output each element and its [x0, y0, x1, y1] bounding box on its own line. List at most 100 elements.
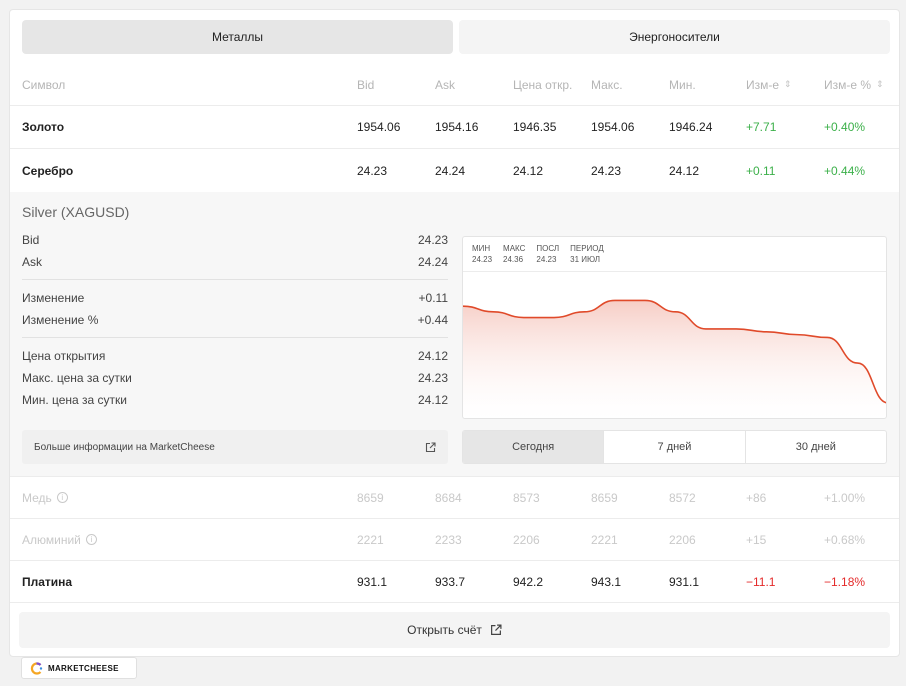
col-change-pct[interactable]: Изм-е % ⇕ — [824, 64, 884, 105]
symbol-name: Золото — [22, 120, 65, 134]
kv-value: 24.12 — [417, 393, 448, 407]
table-row[interactable]: Алюминий i 2221 2233 2206 2221 2206 +15 +… — [10, 519, 899, 561]
ask-value: 2233 — [435, 532, 462, 547]
price-chart: МИН 24.23 МАКС 24.36 ПОСЛ 24.23 ПЕРИОД 31 ИЮ… — [462, 236, 887, 419]
chart-stats: МИН 24.23 МАКС 24.36 ПОСЛ 24.23 ПЕРИОД 31 ИЮ… — [472, 243, 604, 265]
tab-energy[interactable]: Энергоносители — [459, 20, 890, 54]
category-tabs: Металлы Энергоносители — [22, 20, 890, 54]
stat-label: ПЕРИОД — [570, 244, 604, 253]
col-symbol: Символ — [22, 77, 66, 92]
kv-ask: Ask 24.24 — [22, 252, 448, 272]
quotes-widget: Металлы Энергоносители Символ Bid Ask Це… — [9, 9, 900, 657]
stat-period: ПЕРИОД 31 ИЮЛ — [570, 243, 604, 265]
kv-value: 24.23 — [417, 371, 448, 385]
col-change-pct-label: Изм-е % — [824, 77, 872, 92]
max-value: 8659 — [591, 490, 618, 505]
open-account-label: Открыть счёт — [407, 623, 482, 637]
info-icon[interactable]: i — [56, 492, 68, 503]
bid-value: 2221 — [357, 532, 384, 547]
kv-value: 24.12 — [417, 349, 448, 363]
col-change[interactable]: Изм-е ⇕ — [746, 64, 792, 105]
logo-text: MARKETCHEESE — [48, 663, 119, 673]
divider — [22, 337, 448, 338]
table-row[interactable]: Медь i 8659 8684 8573 8659 8572 +86 +1.00… — [10, 476, 899, 519]
kv-value: +0.11 — [418, 291, 448, 305]
kv-change-pct: Изменение % +0.44 — [22, 310, 448, 330]
symbol-name: Алюминий — [22, 532, 81, 547]
table-row[interactable]: Золото 1954.06 1954.16 1946.35 1954.06 1… — [10, 106, 899, 149]
kv-label: Цена открытия — [22, 349, 106, 363]
kv-change: Изменение +0.11 — [22, 288, 448, 308]
max-value: 24.23 — [591, 163, 622, 178]
kv-value: +0.44 — [417, 313, 448, 327]
kv-bid: Bid 24.23 — [22, 230, 448, 250]
divider — [463, 271, 886, 272]
stat-value: 31 ИЮЛ — [570, 255, 600, 264]
ask-value: 24.24 — [435, 163, 466, 178]
col-ask: Ask — [435, 77, 456, 92]
detail-title: Silver (XAGUSD) — [22, 204, 130, 220]
change-value: +0.11 — [746, 163, 776, 178]
kv-label: Ask — [22, 255, 43, 269]
kv-open: Цена открытия 24.12 — [22, 346, 448, 366]
open-account-button[interactable]: Открыть счёт — [19, 612, 890, 648]
more-info-label: Больше информации на MarketCheese — [34, 441, 215, 453]
bid-value: 931.1 — [357, 574, 388, 589]
kv-value: 24.24 — [417, 255, 448, 269]
sort-icon[interactable]: ⇕ — [784, 79, 792, 89]
open-value: 2206 — [513, 532, 540, 547]
info-icon[interactable]: i — [85, 534, 97, 545]
kv-label: Мин. цена за сутки — [22, 393, 127, 407]
stat-label: ПОСЛ — [536, 244, 560, 253]
kv-label: Изменение — [22, 291, 85, 305]
kv-day-max: Макс. цена за сутки 24.23 — [22, 368, 448, 388]
ask-value: 1954.16 — [435, 120, 479, 134]
stat-max: МАКС 24.36 — [503, 243, 525, 265]
open-value: 8573 — [513, 490, 540, 505]
min-value: 2206 — [669, 532, 696, 547]
detail-panel: Silver (XAGUSD) Bid 24.23 Ask 24.24 Измене… — [10, 192, 899, 476]
more-info-link[interactable]: Больше информации на MarketCheese — [22, 430, 448, 464]
ask-value: 933.7 — [435, 574, 466, 589]
symbol-name: Серебро — [22, 163, 74, 178]
ask-value: 8684 — [435, 490, 462, 505]
period-today[interactable]: Сегодня — [463, 431, 605, 463]
symbol-cell: Алюминий i — [22, 519, 97, 560]
stat-value: 24.23 — [536, 255, 557, 264]
col-bid: Bid — [357, 77, 375, 92]
kv-value: 24.23 — [417, 233, 448, 247]
stat-value: 24.23 — [472, 255, 493, 264]
symbol-name: Платина — [22, 574, 73, 589]
bid-value: 1954.06 — [357, 120, 401, 134]
period-selector: Сегодня 7 дней 30 дней — [462, 430, 887, 464]
min-value: 931.1 — [669, 574, 700, 589]
max-value: 1954.06 — [591, 120, 635, 134]
external-link-icon — [490, 624, 502, 635]
min-value: 24.12 — [669, 163, 700, 178]
table-row[interactable]: Платина 931.1 933.7 942.2 943.1 931.1 −1… — [10, 561, 899, 603]
stat-label: МАКС — [503, 244, 526, 253]
marketcheese-logo[interactable]: MARKETCHEESE — [21, 657, 137, 679]
tab-metals[interactable]: Металлы — [22, 20, 453, 54]
change-pct-value: +0.44% — [824, 163, 866, 178]
bid-value: 8659 — [357, 490, 384, 505]
sort-icon[interactable]: ⇕ — [876, 79, 884, 89]
series-line — [463, 299, 886, 404]
period-7-days[interactable]: 7 дней — [604, 431, 746, 463]
col-change-label: Изм-е — [746, 77, 780, 92]
change-pct-value: +1.00% — [824, 490, 866, 505]
stat-label: МИН — [472, 244, 491, 253]
change-pct-value: −1.18% — [824, 574, 866, 589]
kv-label: Макс. цена за сутки — [22, 371, 132, 385]
stat-last: ПОСЛ 24.23 — [536, 243, 559, 265]
change-value: +15 — [746, 532, 767, 547]
change-pct-value: +0.40% — [824, 120, 866, 134]
kv-label: Bid — [22, 233, 40, 247]
series-area — [463, 300, 886, 418]
max-value: 2221 — [591, 532, 618, 547]
table-row-selected[interactable]: Серебро 24.23 24.24 24.12 24.23 24.12 +0… — [10, 149, 899, 192]
period-30-days[interactable]: 30 дней — [795, 441, 836, 453]
stat-value: 24.36 — [503, 255, 524, 264]
col-open: Цена откр. — [513, 77, 573, 92]
open-value: 24.12 — [513, 163, 544, 178]
